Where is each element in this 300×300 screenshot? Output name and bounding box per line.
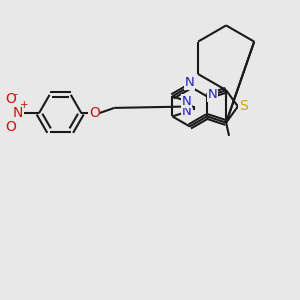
- Text: N: N: [181, 105, 191, 118]
- Text: N: N: [182, 94, 192, 108]
- Text: O: O: [5, 120, 16, 134]
- Text: N: N: [185, 76, 195, 89]
- Text: O: O: [5, 92, 16, 106]
- Text: -: -: [13, 89, 17, 99]
- Text: O: O: [89, 106, 100, 120]
- Text: +: +: [20, 100, 28, 110]
- Text: N: N: [208, 88, 217, 101]
- Text: N: N: [13, 106, 23, 120]
- Text: S: S: [239, 98, 248, 112]
